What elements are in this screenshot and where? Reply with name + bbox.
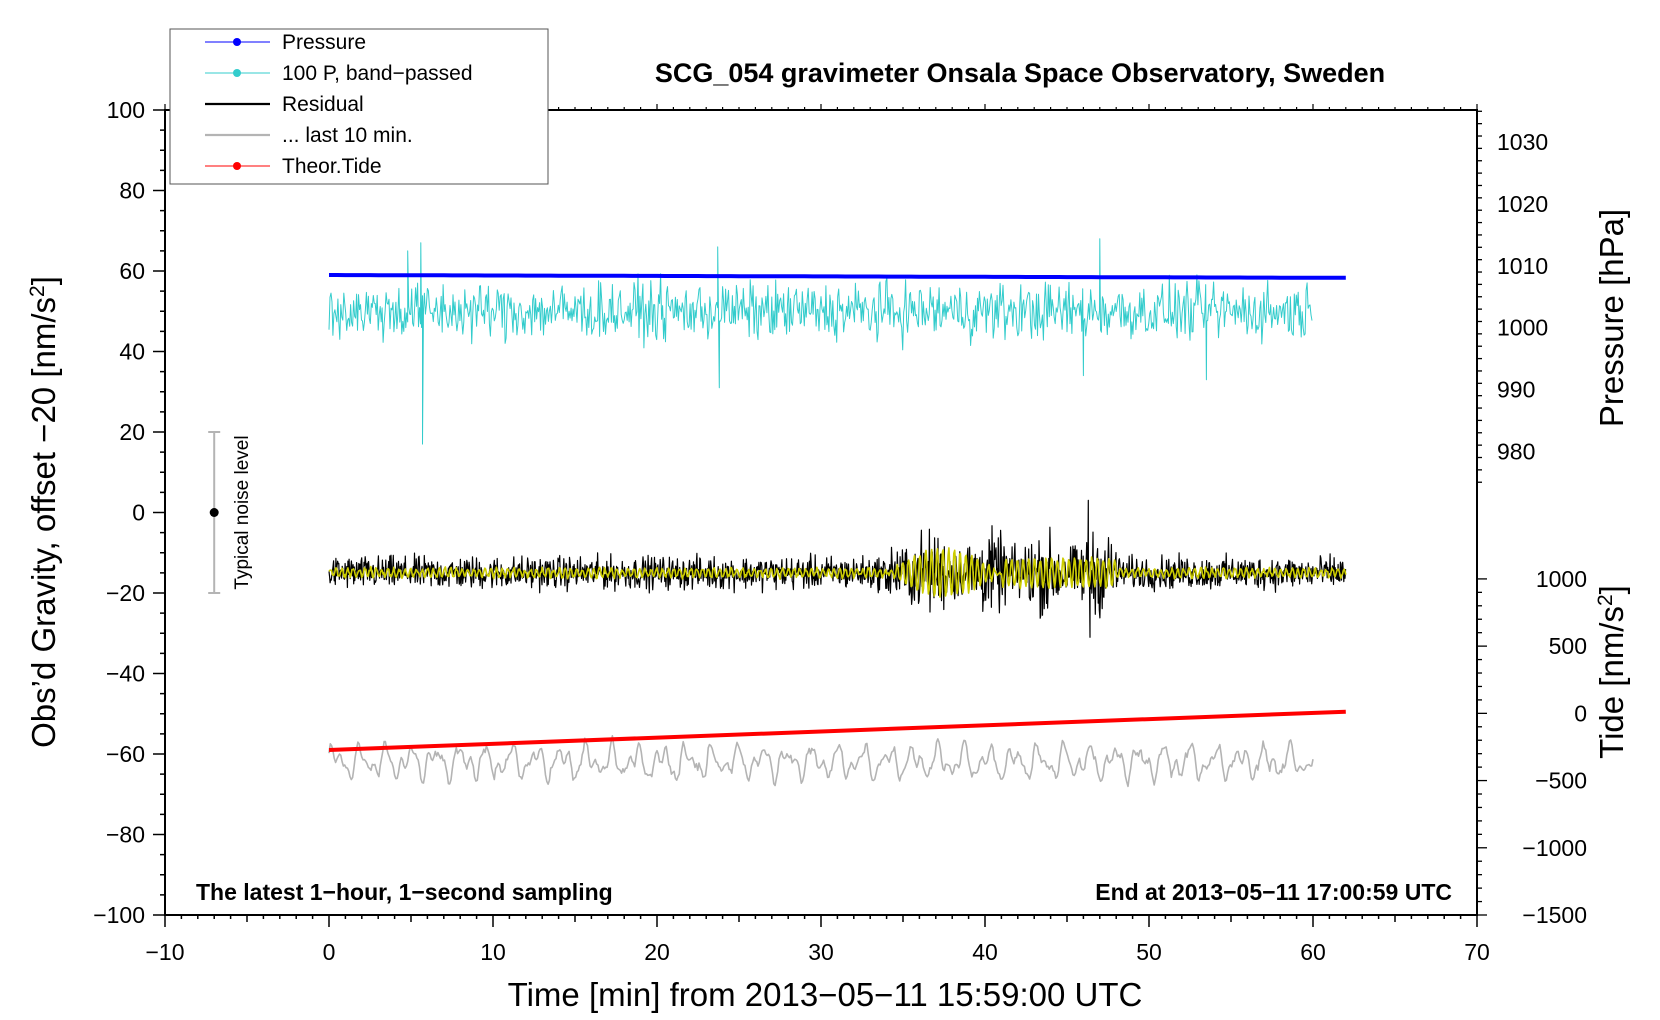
legend-swatch-dot bbox=[233, 69, 241, 77]
x-tick-label: 10 bbox=[480, 939, 506, 965]
y-axis-label-tide: Tide [nm/s2] bbox=[1593, 585, 1630, 759]
legend-label: Pressure bbox=[282, 31, 366, 54]
legend-swatch-dot bbox=[233, 38, 241, 46]
noise-bar-center-dot bbox=[209, 508, 219, 517]
x-tick-label: 40 bbox=[972, 939, 998, 965]
legend-label: Residual bbox=[282, 93, 364, 116]
noise-level-label: Typical noise level bbox=[232, 435, 253, 589]
x-tick-label: 0 bbox=[323, 939, 336, 965]
series-theor-tide bbox=[328, 709, 1346, 752]
x-tick-label: 30 bbox=[808, 939, 834, 965]
legend-label: 100 P, band−passed bbox=[282, 62, 473, 85]
annotation-sampling: The latest 1−hour, 1−second sampling bbox=[196, 879, 613, 905]
y-axis-label-gravity-end: ] bbox=[25, 276, 62, 285]
y-tick-label: −20 bbox=[106, 580, 145, 606]
tide-tick-label: 500 bbox=[1549, 633, 1587, 659]
tide-tick-label: 0 bbox=[1574, 700, 1587, 726]
y-tick-label: 60 bbox=[119, 258, 145, 284]
pressure-tick-label: 1010 bbox=[1497, 253, 1548, 279]
x-tick-label: 70 bbox=[1464, 939, 1490, 965]
series-residual bbox=[328, 499, 1347, 638]
x-tick-label: 60 bbox=[1300, 939, 1326, 965]
pressure-tick-label: 980 bbox=[1497, 438, 1535, 464]
plot-frame bbox=[164, 109, 1478, 916]
y-tick-label: 20 bbox=[119, 419, 145, 445]
pressure-tick-label: 1020 bbox=[1497, 191, 1548, 217]
y-tick-label: −100 bbox=[93, 902, 145, 928]
x-tick-label: 50 bbox=[1136, 939, 1162, 965]
y-tick-label: −40 bbox=[106, 661, 145, 687]
series-band-passed-pressure bbox=[328, 238, 1313, 445]
axis-ticks: −10 0 10 20 30 40 50 60 70100806040200−20−40−60−… bbox=[93, 97, 1587, 965]
x-tick-label: −10 bbox=[145, 939, 184, 965]
y-tick-label: 100 bbox=[107, 97, 145, 123]
y-tick-label: 80 bbox=[119, 178, 145, 204]
legend-box bbox=[169, 28, 549, 185]
x-tick-label: 20 bbox=[644, 939, 670, 965]
tide-tick-label: −1000 bbox=[1522, 835, 1587, 861]
tide-tick-label: −1500 bbox=[1522, 902, 1587, 928]
y-tick-label: −60 bbox=[106, 741, 145, 767]
annotation-end-time: End at 2013−05−11 17:00:59 UTC bbox=[1095, 879, 1452, 905]
x-axis-label: Time [min] from 2013−05−11 15:59:00 UTC bbox=[508, 976, 1143, 1013]
legend-label: Theor.Tide bbox=[282, 155, 382, 178]
tide-tick-label: −500 bbox=[1535, 768, 1587, 794]
y-axis-label-gravity-sup: 2 bbox=[26, 285, 49, 297]
data-traces bbox=[328, 238, 1347, 788]
y-axis-label-gravity: Obs’d Gravity, offset −20 [nm/s2] bbox=[25, 276, 62, 748]
y-tick-label: −80 bbox=[106, 822, 145, 848]
series-pressure bbox=[329, 273, 1346, 280]
pressure-tick-label: 1030 bbox=[1497, 129, 1548, 155]
y-axis-label-tide-end: ] bbox=[1593, 585, 1630, 594]
y-tick-label: 40 bbox=[119, 339, 145, 365]
y-axis-label-tide-sup: 2 bbox=[1594, 594, 1617, 606]
legend-swatch-dot bbox=[233, 162, 241, 170]
y-tick-label: 0 bbox=[132, 500, 145, 526]
tide-tick-label: 1000 bbox=[1536, 566, 1587, 592]
y-axis-label-tide-text: Tide [nm/s bbox=[1593, 606, 1630, 759]
series-last-10-min bbox=[328, 734, 1314, 788]
y-axis-label-pressure: Pressure [hPa] bbox=[1593, 209, 1630, 427]
pressure-tick-label: 990 bbox=[1497, 376, 1535, 402]
series-residual-smoothed bbox=[328, 547, 1347, 598]
legend: Pressure 100 P, band−passed Residual ... la… bbox=[169, 28, 549, 185]
legend-label: ... last 10 min. bbox=[282, 124, 413, 147]
pressure-tick-label: 1000 bbox=[1497, 315, 1548, 341]
noise-level-bar bbox=[208, 431, 221, 594]
y-axis-label-gravity-text: Obs’d Gravity, offset −20 [nm/s bbox=[25, 297, 62, 748]
chart-title: SCG_054 gravimeter Onsala Space Observat… bbox=[655, 58, 1385, 88]
